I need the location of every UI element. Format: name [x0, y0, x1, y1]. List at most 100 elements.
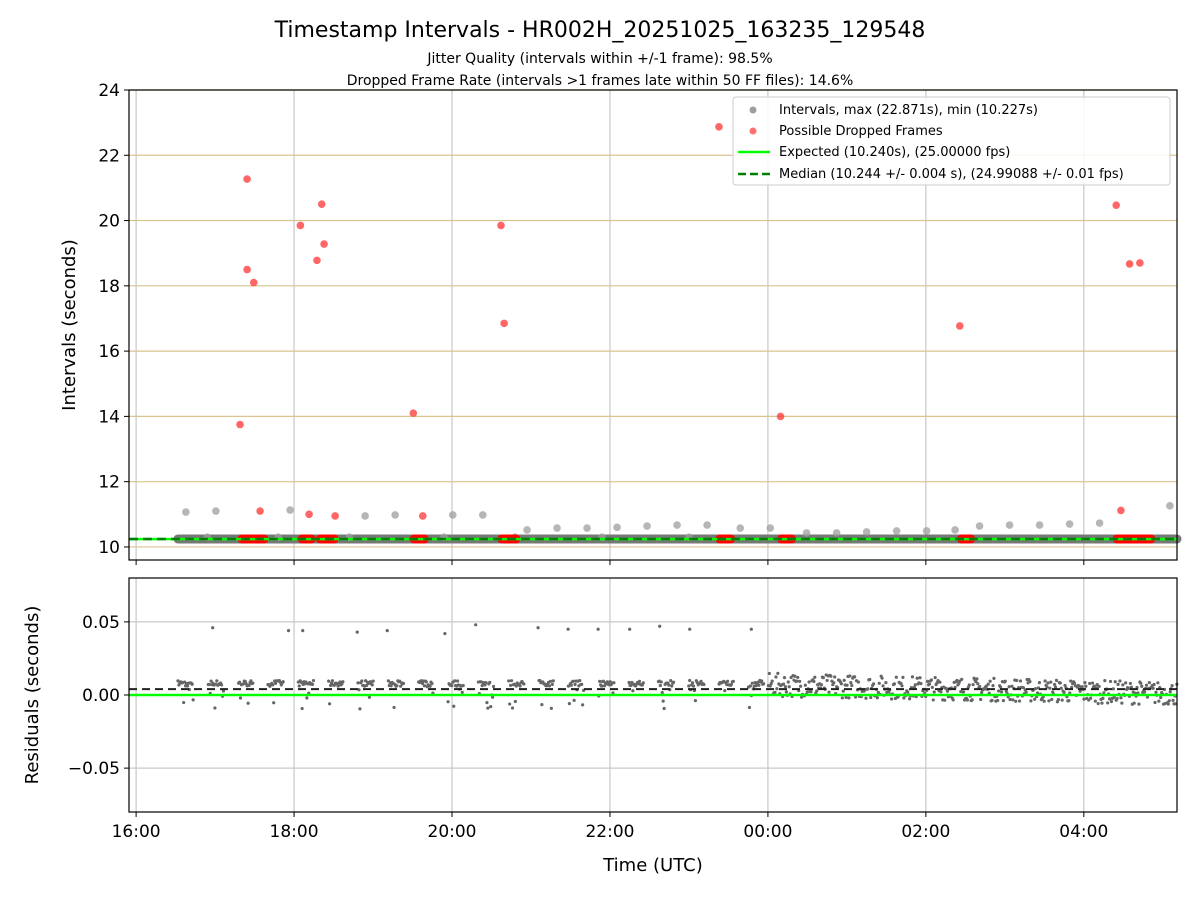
residual-point — [688, 678, 692, 683]
residual-point — [428, 684, 432, 688]
top-ytick-label: 14 — [98, 407, 120, 427]
residual-point — [1056, 697, 1060, 702]
residual-point — [997, 689, 1001, 693]
residual-point — [182, 700, 186, 705]
residual-point — [773, 690, 777, 694]
residual-point — [805, 690, 809, 694]
residual-point — [845, 683, 849, 687]
xtick-label: 04:00 — [1059, 822, 1108, 842]
residual-point — [1048, 686, 1052, 690]
interval-point — [951, 526, 959, 534]
residual-point — [1024, 690, 1028, 694]
residual-point — [667, 683, 671, 687]
residual-point — [962, 690, 966, 694]
residual-point — [567, 702, 571, 706]
residual-point — [1078, 689, 1082, 693]
residual-point — [450, 683, 454, 688]
residual-point — [875, 696, 879, 700]
residual-point — [424, 680, 428, 684]
residual-point — [844, 695, 848, 699]
residual-point — [876, 690, 880, 694]
dropped-frame-point — [956, 322, 964, 330]
residual-point — [509, 683, 513, 687]
residual-point — [1126, 686, 1131, 691]
residual-point — [297, 684, 301, 688]
interval-point — [361, 512, 369, 520]
residual-point — [1007, 685, 1011, 689]
residual-point — [1047, 699, 1051, 703]
residual-point — [999, 690, 1004, 694]
residual-outlier-point — [566, 627, 570, 631]
residual-outlier-point — [385, 629, 389, 633]
residual-point — [598, 679, 602, 683]
residual-point — [842, 678, 846, 682]
interval-point — [613, 523, 621, 532]
dropped-frame-point — [1117, 506, 1125, 515]
interval-point — [862, 528, 871, 536]
residual-point — [1090, 681, 1095, 685]
residual-point — [1119, 696, 1123, 700]
residual-point — [812, 679, 816, 684]
residual-point — [1112, 695, 1116, 699]
residual-point — [491, 695, 495, 699]
residual-point — [1103, 679, 1107, 683]
residual-point — [690, 681, 695, 685]
residual-point — [305, 696, 309, 700]
residual-point — [1088, 681, 1092, 686]
dropped-frame-point — [320, 240, 328, 248]
residual-point — [540, 703, 544, 707]
residual-point — [1052, 682, 1057, 687]
residual-point — [484, 680, 488, 685]
interval-point — [1166, 502, 1174, 510]
residual-point — [336, 684, 340, 688]
residual-point — [1102, 691, 1106, 695]
residuals-plot: 16:00 18:00 20:00 22:00 00:00 02:00 04:00 0.05 0… — [68, 577, 1179, 842]
top-y-axis-label: Intervals (seconds) — [59, 239, 80, 411]
residual-point — [931, 698, 935, 702]
residual-point — [933, 675, 937, 680]
residual-outlier-point — [596, 627, 600, 631]
residual-point — [612, 681, 616, 685]
residual-point — [1054, 678, 1059, 682]
residual-point — [1124, 681, 1128, 685]
residual-point — [1043, 679, 1047, 683]
interval-point — [182, 508, 190, 516]
residual-point — [781, 682, 786, 686]
residual-point — [803, 683, 807, 687]
residual-point — [762, 682, 766, 686]
residual-point — [661, 699, 665, 703]
residual-point — [1132, 701, 1136, 705]
bottom-ytick-label: 0.00 — [82, 686, 120, 706]
residual-point — [1058, 681, 1062, 685]
residual-point — [839, 682, 843, 686]
interval-point — [1065, 520, 1074, 528]
residual-point — [249, 679, 253, 683]
residual-point — [1062, 690, 1066, 694]
residual-point — [662, 706, 666, 711]
top-ytick-label: 18 — [98, 277, 120, 297]
residual-point — [853, 675, 857, 679]
residual-point — [191, 698, 195, 702]
residual-point — [796, 675, 800, 680]
residual-point — [422, 684, 426, 688]
interval-point — [448, 511, 457, 519]
residual-point — [1154, 690, 1158, 694]
residual-point — [358, 707, 362, 711]
residual-point — [992, 676, 996, 680]
residual-point — [723, 689, 727, 693]
residual-point — [798, 679, 802, 683]
residual-point — [509, 679, 514, 683]
residual-point — [310, 682, 315, 687]
residual-point — [970, 698, 974, 702]
residual-point — [281, 680, 285, 684]
residual-point — [631, 689, 635, 693]
interval-point — [212, 507, 220, 515]
residual-point — [775, 687, 779, 691]
residual-point — [847, 696, 851, 700]
residual-point — [980, 691, 984, 695]
interval-point — [766, 524, 775, 532]
residual-point — [1093, 699, 1097, 703]
residual-point — [1069, 679, 1073, 683]
residual-point — [892, 682, 897, 686]
